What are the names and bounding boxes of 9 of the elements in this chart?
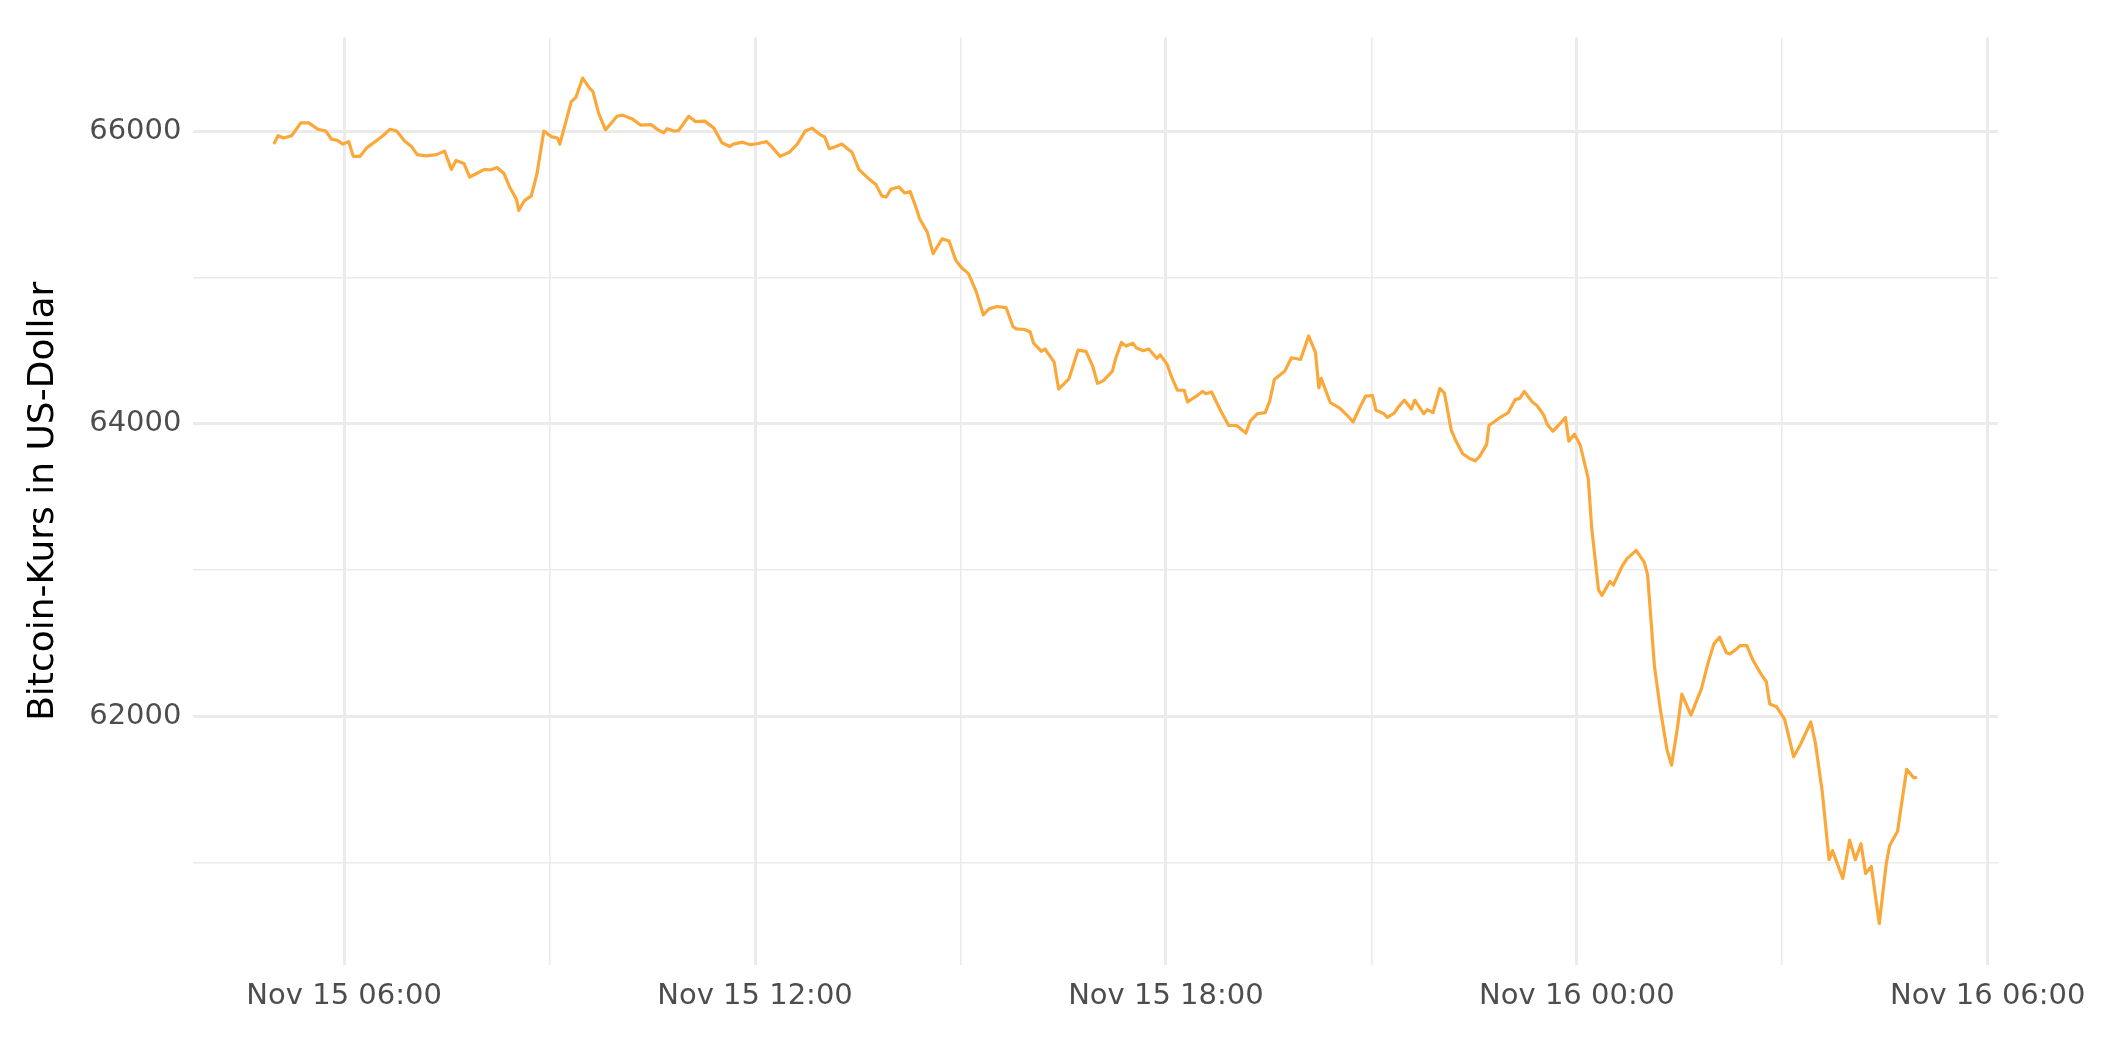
x-tick-label: Nov 15 12:00: [657, 977, 853, 1012]
y-tick-label: 62000: [89, 696, 182, 731]
y-axis-title: Bitcoin-Kurs in US-Dollar: [19, 281, 61, 721]
y-tick-label: 64000: [89, 404, 182, 439]
y-tick-label: 66000: [89, 111, 182, 146]
x-tick-label: Nov 16 06:00: [1889, 977, 2086, 1012]
x-tick-label: Nov 15 18:00: [1068, 977, 1264, 1012]
x-tick-label: Nov 16 00:00: [1479, 977, 1675, 1012]
x-tick-label: Nov 15 06:00: [246, 977, 442, 1012]
